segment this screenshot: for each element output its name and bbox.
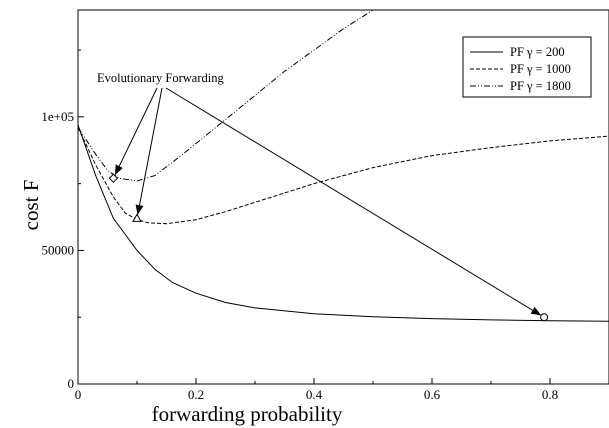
annotation-arrow [165,87,542,316]
x-tick-label: 0 [75,387,82,402]
y-axis-title: cost F [19,180,43,231]
marker-triangle [132,213,142,222]
series-line-1 [78,124,609,322]
y-tick-label: 50000 [42,242,75,257]
ticks-layer: 0 0.2 0.4 0.6 0.8 0 50000 1e+05 [41,49,609,402]
series-layer [78,10,609,322]
marker-diamond [108,173,119,184]
x-tick-label: 0.4 [306,387,323,402]
marker-circle [540,313,549,322]
series-line-3 [78,10,374,182]
y-tick-label: 1e+05 [41,109,74,124]
annotation-text: Evolutionary Forwarding [97,71,224,85]
legend-box [462,36,592,98]
y-tick-label: 0 [68,376,75,391]
x-tick-label: 0.2 [188,387,204,402]
x-axis-title: forwarding probability [152,402,343,426]
x-tick-label: 0.6 [424,387,441,402]
legend-label-1: PF γ = 200 [510,45,565,59]
x-tick-label: 0.8 [542,387,558,402]
legend: PF γ = 200 PF γ = 1000 PF γ = 1800 [462,36,592,98]
annotation-arrow [114,87,158,176]
annotation-arrow [135,87,163,215]
legend-label-2: PF γ = 1000 [510,62,571,76]
series-line-2 [78,127,609,225]
legend-label-3: PF γ = 1800 [510,79,571,93]
plot-frame [77,9,609,385]
annotation-layer [114,87,542,316]
